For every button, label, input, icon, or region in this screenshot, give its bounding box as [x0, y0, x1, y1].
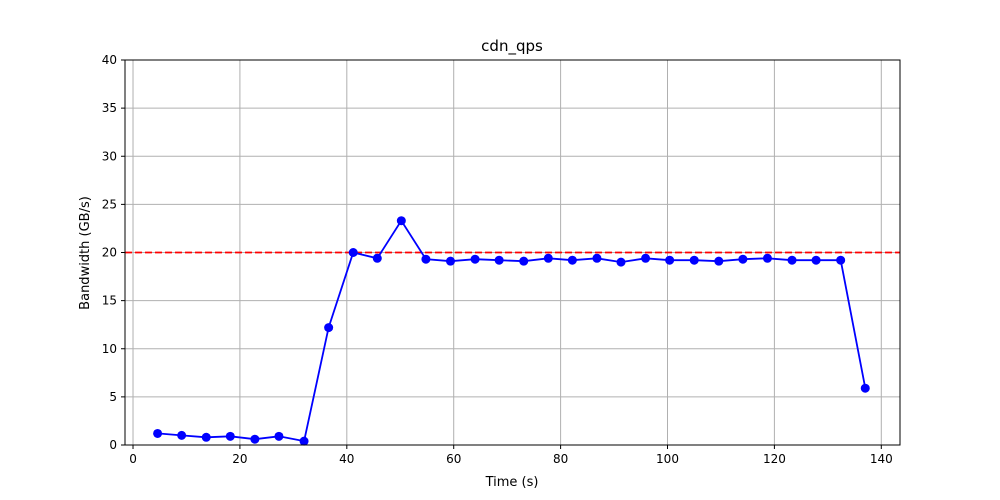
y-axis-label: Bandwidth (GB/s) [78, 196, 93, 310]
data-point [396, 216, 406, 226]
chart-title: cdn_qps [481, 37, 543, 56]
y-tick-label: 40 [102, 53, 117, 67]
data-point [689, 255, 699, 265]
data-point [372, 253, 382, 263]
x-axis-label: Time (s) [485, 475, 539, 490]
data-point [860, 383, 870, 393]
y-tick-label: 25 [102, 197, 117, 211]
data-point [762, 253, 772, 263]
data-point [470, 254, 480, 264]
data-point [836, 255, 846, 265]
y-tick-label: 5 [109, 390, 117, 404]
series-group [153, 216, 870, 446]
data-point [616, 257, 626, 267]
data-point [348, 248, 358, 257]
x-tick-label: 80 [553, 452, 568, 466]
y-tick-label: 0 [109, 438, 117, 452]
y-tick-label: 20 [102, 246, 117, 260]
data-point [519, 256, 529, 266]
data-point [494, 255, 504, 265]
data-point [592, 253, 602, 263]
x-tick-label: 140 [870, 452, 893, 466]
x-tick-label: 120 [763, 452, 786, 466]
x-tick-label: 20 [232, 452, 247, 466]
series-line [157, 219, 867, 443]
data-point [153, 428, 163, 438]
data-point [543, 253, 553, 263]
data-point [421, 254, 431, 264]
x-tick-label: 0 [129, 452, 137, 466]
data-point [567, 255, 577, 265]
data-point [201, 432, 211, 442]
data-point [225, 431, 235, 441]
data-point [274, 431, 284, 441]
data-point [250, 434, 260, 444]
data-point [787, 255, 797, 265]
y-tick-label: 35 [102, 101, 117, 115]
data-point [811, 255, 821, 265]
y-tick-label: 10 [102, 342, 117, 356]
data-point [714, 256, 724, 266]
data-point [299, 436, 309, 446]
x-tick-label: 40 [339, 452, 354, 466]
x-tick-label: 60 [446, 452, 461, 466]
y-tick-label: 15 [102, 294, 117, 308]
data-point [446, 256, 455, 266]
data-point [177, 430, 187, 440]
data-point [738, 254, 748, 264]
data-point [641, 253, 651, 263]
y-tick-label: 30 [102, 149, 117, 163]
data-point [324, 323, 334, 333]
ticks-group: 0 20 40 60 80 100 120 140 0 5 10 15 20 25 30 35 40 [102, 53, 893, 466]
data-point [665, 255, 675, 265]
x-tick-label: 100 [656, 452, 679, 466]
